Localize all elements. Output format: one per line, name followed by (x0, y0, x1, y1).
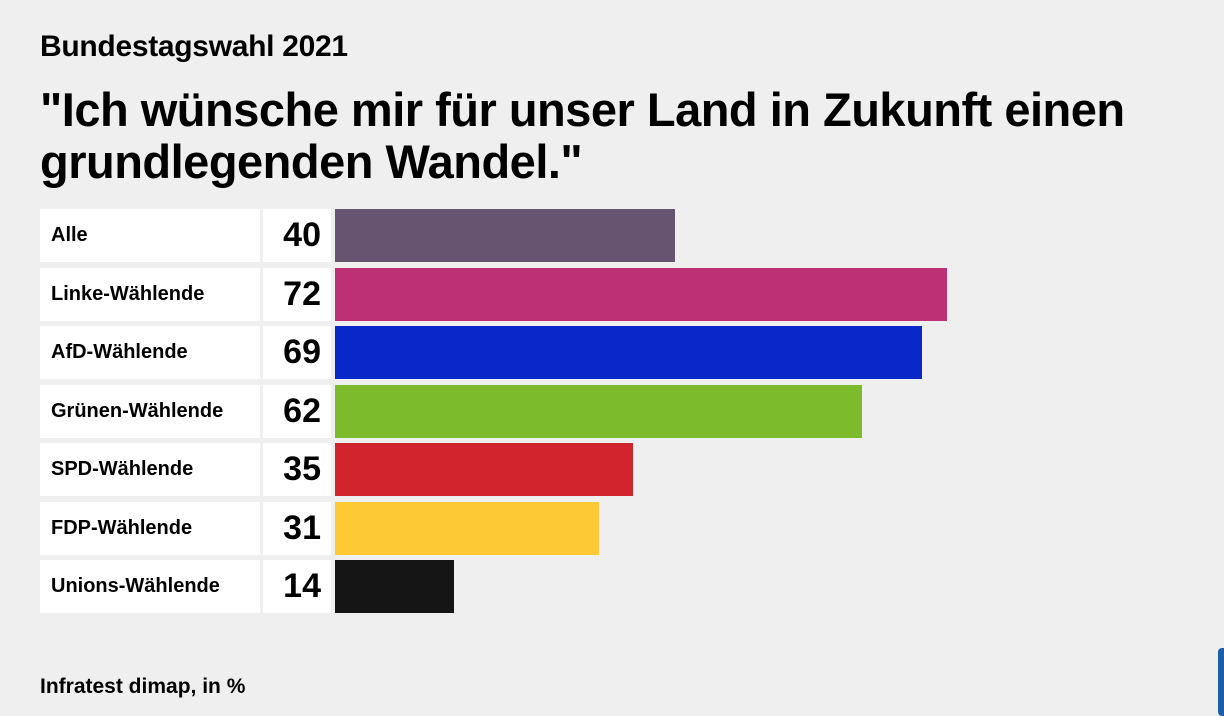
data-label: 31 (263, 501, 331, 555)
bar-chart: Alle 40 Linke-Wählende 72 AfD-Wählende 69 Grün… (40, 209, 1224, 619)
chart-subtitle: Bundestagswahl 2021 (40, 30, 348, 63)
bar-row: Linke-Wählende 72 (40, 267, 1224, 321)
category-label: Unions-Wählende (40, 560, 260, 613)
bar-row: Unions-Wählende 14 (40, 560, 1224, 613)
category-label: FDP-Wählende (40, 501, 260, 555)
bar (335, 209, 675, 262)
data-label: 72 (263, 267, 331, 321)
bar (335, 384, 862, 438)
source-note: Infratest dimap, in % (40, 675, 246, 698)
category-label: SPD-Wählende (40, 443, 260, 496)
data-label: 62 (263, 384, 331, 438)
bar (335, 326, 922, 379)
data-label: 40 (263, 209, 331, 262)
bar-row: Alle 40 (40, 209, 1224, 262)
data-label: 69 (263, 326, 331, 379)
chart-title-line-1: "Ich wünsche mir für unser Land in Zukun… (40, 84, 1125, 136)
bar-row: Grünen-Wählende 62 (40, 384, 1224, 438)
data-label: 14 (263, 560, 331, 613)
data-label: 35 (263, 443, 331, 496)
chart-title-line-2: grundlegenden Wandel." (40, 135, 583, 188)
chart-title: "Ich wünsche mir für unser Land in Zukun… (40, 84, 1224, 188)
bar-row: FDP-Wählende 31 (40, 501, 1224, 555)
category-label: Linke-Wählende (40, 267, 260, 321)
bar (335, 560, 454, 613)
category-label: Alle (40, 209, 260, 262)
bar-row: SPD-Wählende 35 (40, 443, 1224, 496)
bar (335, 501, 599, 555)
bar (335, 267, 947, 321)
category-label: Grünen-Wählende (40, 384, 260, 438)
bar (335, 443, 633, 496)
bar-row: AfD-Wählende 69 (40, 326, 1224, 379)
category-label: AfD-Wählende (40, 326, 260, 379)
corner-logo-edge (1218, 648, 1224, 716)
